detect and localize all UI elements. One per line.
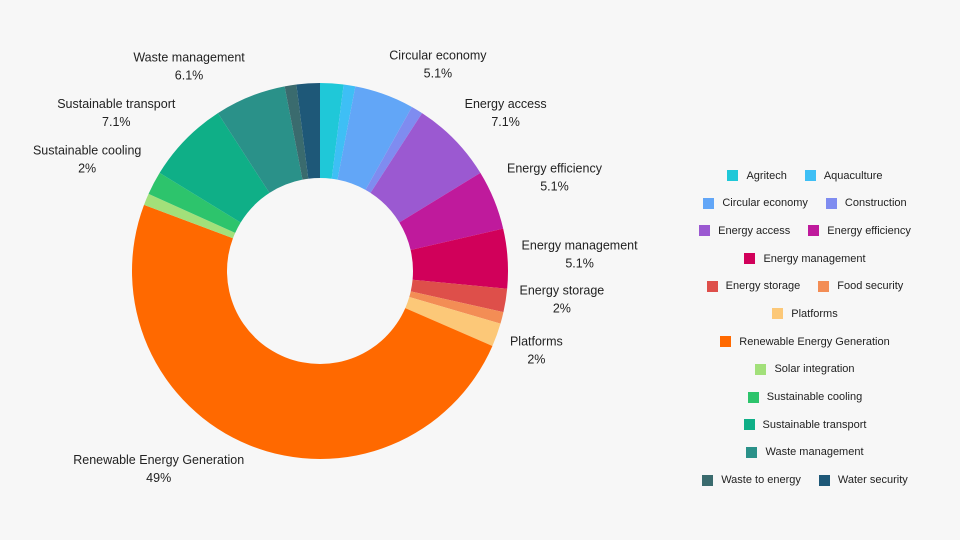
legend-item[interactable]: Waste to energy: [702, 473, 801, 488]
slice: [409, 291, 504, 324]
slice-label: Energy storage: [519, 284, 604, 298]
slice: [217, 86, 303, 193]
legend-item[interactable]: Food security: [818, 279, 903, 294]
legend-swatch: [818, 474, 830, 486]
legend-item[interactable]: Sustainable transport: [743, 417, 867, 432]
slice-label: Renewable Energy Generation: [73, 453, 244, 467]
legend-item[interactable]: Sustainable cooling: [747, 390, 863, 405]
slice: [148, 172, 241, 233]
slice-label: Waste management: [133, 51, 245, 65]
legend-label: Sustainable cooling: [766, 391, 863, 403]
legend-label: Energy management: [763, 252, 866, 265]
legend-label: Construction: [844, 197, 907, 210]
legend-swatch: [825, 197, 837, 209]
legend-item[interactable]: Circular economy: [703, 196, 808, 211]
legend-item[interactable]: Agritech: [727, 168, 787, 183]
legend-swatch: [747, 391, 759, 403]
slice-value: 5.1%: [424, 66, 453, 80]
legend-swatch: [706, 280, 718, 292]
slice-value: 2%: [553, 302, 571, 316]
legend-item[interactable]: Energy storage: [706, 279, 801, 294]
slice-value: 5.1%: [540, 180, 569, 194]
legend-item[interactable]: Energy access: [699, 223, 790, 238]
slice: [410, 228, 508, 289]
legend-item[interactable]: Solar integration: [755, 362, 855, 377]
legend-swatch: [808, 225, 820, 237]
legend-item[interactable]: Renewable Energy Generation: [720, 334, 890, 349]
slice-value: 5.1%: [565, 257, 594, 271]
legend: Agritech Aquaculture Circular economy Const…: [690, 168, 920, 488]
slice-label: Circular economy: [389, 48, 487, 62]
slice: [365, 107, 423, 193]
chart: Circular economy 5.1% Energy access 7.1% Ene…: [33, 48, 639, 485]
legend-swatch: [744, 253, 756, 265]
legend-label: Energy storage: [725, 280, 801, 293]
legend-label: Waste to energy: [721, 474, 801, 487]
slice: [370, 113, 481, 223]
slice-label: Energy management: [522, 239, 639, 253]
slice-label: Energy efficiency: [507, 162, 603, 176]
legend-label: Circular economy: [722, 197, 808, 210]
legend-swatch: [702, 474, 714, 486]
slice-label: Energy access: [465, 97, 547, 111]
legend-swatch: [772, 308, 784, 320]
slice-value: 2%: [78, 162, 96, 176]
legend-item[interactable]: Water security: [818, 473, 908, 488]
legend-swatch: [755, 363, 767, 375]
slice-value: 49%: [146, 471, 171, 485]
slice-value: 6.1%: [175, 69, 204, 83]
legend-swatch: [818, 280, 830, 292]
slice-value: 7.1%: [102, 115, 131, 129]
legend-label: Platforms: [791, 307, 838, 320]
legend-label: Aquaculture: [823, 169, 883, 182]
legend-item[interactable]: Energy management: [744, 251, 866, 266]
legend-swatch: [804, 170, 816, 181]
legend-swatch: [703, 197, 715, 209]
legend-label: Solar integration: [774, 363, 855, 376]
legend-label: Energy access: [718, 224, 791, 237]
slice: [337, 86, 412, 190]
legend-item[interactable]: Energy efficiency: [808, 223, 911, 238]
slice: [399, 172, 504, 251]
slice-value: 2%: [527, 353, 545, 367]
legend-label: Sustainable transport: [762, 418, 867, 431]
slice-label: Sustainable cooling: [33, 144, 141, 158]
legend-label: Renewable Energy Generation: [739, 335, 890, 348]
slice: [284, 84, 309, 180]
legend-swatch: [699, 225, 711, 237]
legend-label: Food security: [837, 280, 904, 293]
legend-label: Waste management: [765, 446, 864, 459]
legend-label: Water security: [837, 474, 908, 487]
legend-label: Agritech: [746, 169, 787, 182]
slice-label: Sustainable transport: [57, 97, 176, 111]
slice: [144, 193, 236, 239]
slice: [331, 84, 356, 180]
legend-swatch: [720, 336, 732, 348]
legend-item[interactable]: Waste management: [746, 445, 864, 460]
slice: [159, 113, 270, 223]
legend-label: Energy efficiency: [827, 224, 911, 237]
legend-item[interactable]: Construction: [825, 196, 907, 211]
slice: [405, 297, 501, 346]
slice-value: 7.1%: [491, 115, 520, 129]
slice: [320, 83, 344, 179]
legend-swatch: [727, 170, 739, 181]
slice: [296, 83, 320, 179]
legend-item[interactable]: Platforms: [772, 306, 838, 321]
legend-swatch: [743, 419, 755, 431]
slice: [132, 204, 493, 459]
legend-swatch: [746, 446, 758, 458]
slice-label: Platforms: [510, 335, 563, 349]
slice: [410, 279, 508, 313]
legend-item[interactable]: Aquaculture: [804, 168, 883, 183]
